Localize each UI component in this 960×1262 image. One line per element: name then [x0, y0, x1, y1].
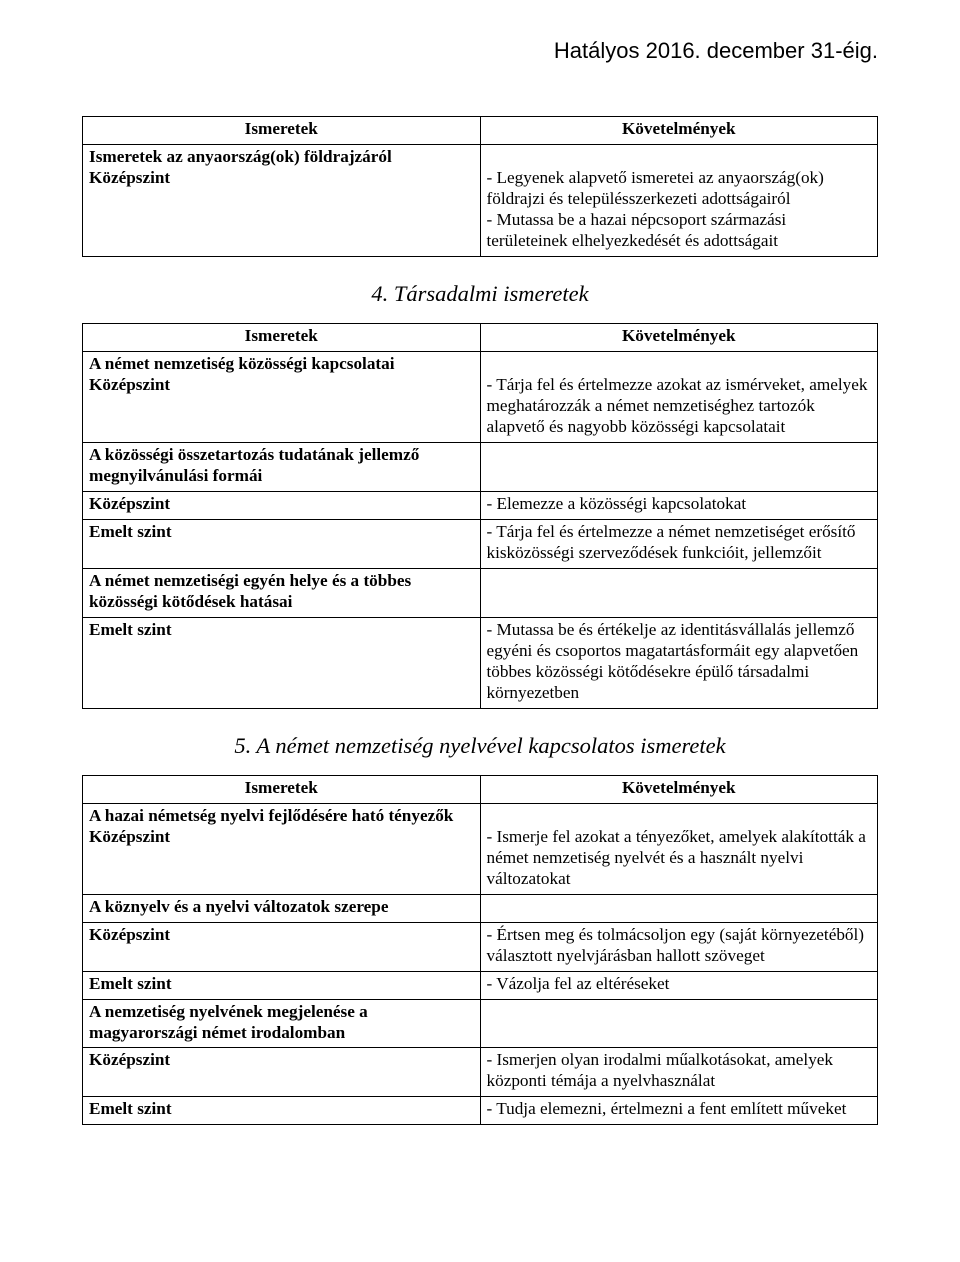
requirement-text: - Tudja elemezni, értelmezni a fent emlí…: [480, 1097, 878, 1125]
level-label: Emelt szint: [83, 1097, 481, 1125]
table-cell: - Legyenek alapvető ismeretei az anyaors…: [480, 144, 878, 256]
table-header-left: Ismeretek: [83, 775, 481, 803]
topic-title: A hazai németség nyelvi fejlődésére ható…: [89, 806, 474, 827]
topic-title: A német nemzetiségi egyén helye és a töb…: [83, 568, 481, 617]
level-label: Emelt szint: [83, 971, 481, 999]
requirement-text: - Vázolja fel az eltéréseket: [480, 971, 878, 999]
level-label: Középszint: [89, 168, 474, 189]
table-cell-empty: [480, 999, 878, 1048]
header-note: Hatályos 2016. december 31-éig.: [82, 38, 878, 64]
table-header-left: Ismeretek: [83, 323, 481, 351]
level-label: Emelt szint: [83, 617, 481, 708]
table-cell-empty: [480, 568, 878, 617]
level-label: Középszint: [83, 491, 481, 519]
table-section5: Ismeretek Követelmények A hazai németség…: [82, 775, 878, 1126]
topic-title: A köznyelv és a nyelvi változatok szerep…: [83, 894, 481, 922]
requirement-text: - Legyenek alapvető ismeretei az anyaors…: [487, 168, 872, 252]
requirement-text: - Értsen meg és tolmácsoljon egy (saját …: [480, 922, 878, 971]
topic-title: A nemzetiség nyelvének megjelenése a mag…: [83, 999, 481, 1048]
table-header-right: Követelmények: [480, 117, 878, 145]
requirement-text: - Elemezze a közösségi kapcsolatokat: [480, 491, 878, 519]
table-header-left: Ismeretek: [83, 117, 481, 145]
topic-title: A közösségi összetartozás tudatának jell…: [83, 442, 481, 491]
table-cell: - Tárja fel és értelmezze azokat az ismé…: [480, 351, 878, 442]
table-cell-empty: [480, 442, 878, 491]
table-cell: A német nemzetiség közösségi kapcsolatai…: [83, 351, 481, 442]
requirement-text: - Mutassa be és értékelje az identitásvá…: [480, 617, 878, 708]
level-label: Középszint: [89, 827, 474, 848]
requirement-text: - Ismerje fel azokat a tényezőket, amely…: [487, 827, 872, 890]
level-label: Középszint: [83, 1048, 481, 1097]
table-cell-empty: [480, 894, 878, 922]
requirement-text: - Tárja fel és értelmezze azokat az ismé…: [487, 375, 872, 438]
requirement-text: - Tárja fel és értelmezze a német nemzet…: [480, 519, 878, 568]
section-title-4: 4. Társadalmi ismeretek: [82, 281, 878, 307]
section-title-5: 5. A német nemzetiség nyelvével kapcsola…: [82, 733, 878, 759]
level-label: Középszint: [89, 375, 474, 396]
table-cell: - Ismerje fel azokat a tényezőket, amely…: [480, 803, 878, 894]
table-header-right: Követelmények: [480, 323, 878, 351]
topic-title: Ismeretek az anyaország(ok) földrajzáról: [89, 147, 474, 168]
level-label: Középszint: [83, 922, 481, 971]
table-header-right: Követelmények: [480, 775, 878, 803]
topic-title: A német nemzetiség közösségi kapcsolatai: [89, 354, 474, 375]
table-cell: Ismeretek az anyaország(ok) földrajzáról…: [83, 144, 481, 256]
table-cell: A hazai németség nyelvi fejlődésére ható…: [83, 803, 481, 894]
requirement-text: - Ismerjen olyan irodalmi műalkotásokat,…: [480, 1048, 878, 1097]
table-section4: Ismeretek Követelmények A német nemzetis…: [82, 323, 878, 709]
table-section3-partial: Ismeretek Követelmények Ismeretek az any…: [82, 116, 878, 257]
level-label: Emelt szint: [83, 519, 481, 568]
